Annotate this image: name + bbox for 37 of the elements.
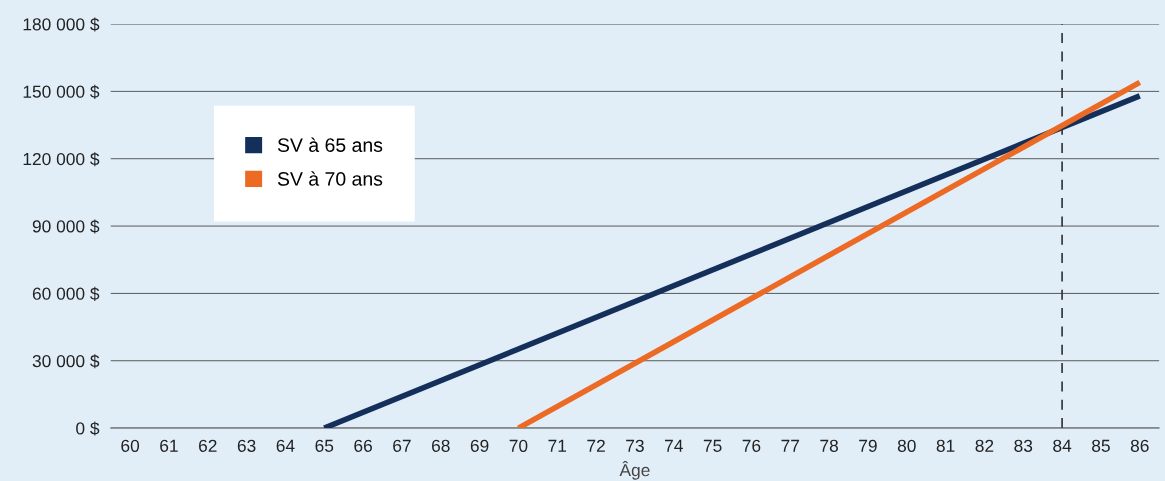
x-tick-label: 71 <box>548 439 567 452</box>
y-tick-label: 150 000 $ <box>23 84 100 99</box>
y-tick-label: 120 000 $ <box>23 152 100 167</box>
y-tick-label: 0 $ <box>76 421 100 436</box>
x-tick-label: 73 <box>626 439 644 452</box>
x-axis-title: Âge <box>619 460 650 480</box>
legend-label: SV à 65 ans <box>277 137 383 152</box>
x-tick-label: 82 <box>975 439 994 452</box>
x-tick-label: 81 <box>936 439 955 452</box>
x-tick-label: 70 <box>509 439 528 452</box>
x-tick-label: 67 <box>393 439 411 452</box>
y-tick-label: 60 000 $ <box>32 286 100 301</box>
x-tick-label: 84 <box>1053 439 1072 452</box>
x-tick-label: 74 <box>664 439 683 452</box>
x-tick-label: 85 <box>1092 439 1110 452</box>
x-tick-label: 79 <box>859 439 877 452</box>
x-tick-label: 77 <box>781 439 800 452</box>
x-tick-label: 86 <box>1130 439 1149 452</box>
x-tick-label: 76 <box>742 439 761 452</box>
y-tick-label: 30 000 $ <box>32 354 100 369</box>
x-tick-label: 78 <box>820 439 838 452</box>
x-tick-label: 65 <box>315 439 334 452</box>
legend-label: SV à 70 ans <box>277 171 383 186</box>
x-tick-label: 63 <box>237 439 256 452</box>
x-tick-label: 80 <box>897 439 916 452</box>
x-tick-label: 61 <box>160 439 178 452</box>
x-tick-label: 60 <box>121 439 140 452</box>
x-tick-label: 68 <box>431 439 450 452</box>
x-tick-label: 83 <box>1014 439 1033 452</box>
x-tick-label: 66 <box>354 439 372 452</box>
y-tick-label: 180 000 $ <box>23 17 100 32</box>
x-tick-label: 62 <box>198 439 217 452</box>
x-tick-label: 72 <box>587 439 605 452</box>
x-tick-label: 64 <box>276 439 295 452</box>
x-tick-label: 75 <box>703 439 722 452</box>
y-tick-label: 90 000 $ <box>32 219 100 234</box>
x-tick-label: 69 <box>470 439 489 452</box>
